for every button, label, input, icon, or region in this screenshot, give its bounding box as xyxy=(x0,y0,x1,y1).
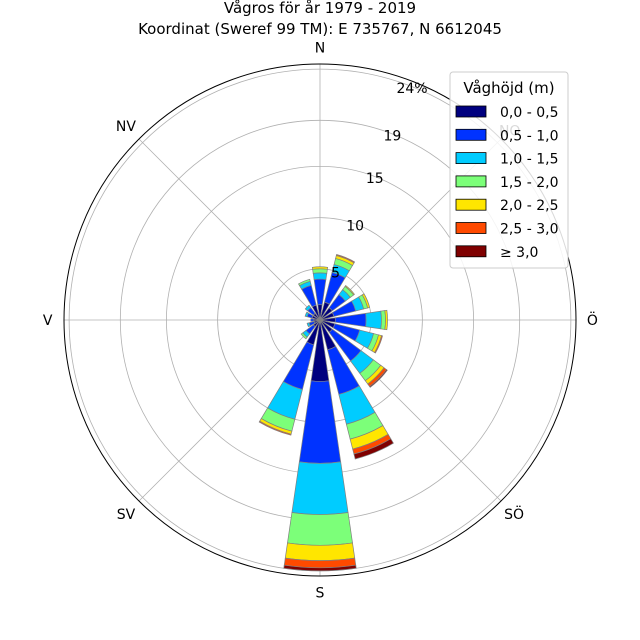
grid-spoke xyxy=(138,319,321,502)
sector-bar-90-bin-4 xyxy=(384,309,388,331)
sector-bar-0-bin-4 xyxy=(311,266,329,270)
legend: Våghöjd (m) 0,0 - 0,5 0,5 - 1,0 1,0 - 1,5 1… xyxy=(449,71,569,269)
sector-bar-247.5-bin-2 xyxy=(306,322,311,328)
sector-bar-112.5-bin-5 xyxy=(374,335,383,354)
sector-bar-180-bin-6 xyxy=(283,564,357,572)
direction-label-V: V xyxy=(43,313,53,329)
sector-292.5 xyxy=(304,311,321,321)
sector-45 xyxy=(319,285,355,321)
sector-bar-67.5-bin-4 xyxy=(361,293,371,309)
sector-bar-180-bin-4 xyxy=(284,542,356,561)
chart-title: Vågros för år 1979 - 2019 xyxy=(224,0,416,17)
polar-frame xyxy=(63,63,577,577)
legend-items: 0,0 - 0,5 0,5 - 1,0 1,0 - 1,5 1,5 - 2,0 2,0 … xyxy=(455,105,558,261)
sector-bar-157.5-bin-6 xyxy=(353,438,394,460)
sector-bar-225-bin-3 xyxy=(300,332,308,340)
sector-bar-90-bin-2 xyxy=(365,310,382,330)
radial-label: 19 xyxy=(384,129,402,145)
direction-label-Ö: Ö xyxy=(587,311,598,329)
direction-label-NV: NV xyxy=(116,119,136,135)
direction-label-SÖ: SÖ xyxy=(504,505,524,523)
sector-bar-0-bin-1 xyxy=(313,278,327,306)
sector-337.5 xyxy=(298,278,321,321)
legend-swatch xyxy=(455,245,487,258)
legend-label: ≥ 3,0 xyxy=(500,245,538,261)
direction-label-N: N xyxy=(315,41,325,57)
legend-title: Våghöjd (m) xyxy=(463,79,554,97)
sector-bar-337.5-bin-3 xyxy=(298,278,311,287)
sector-90 xyxy=(319,309,388,331)
legend-swatch xyxy=(455,222,487,234)
legend-swatch xyxy=(455,152,487,165)
legend-label: 1,5 - 2,0 xyxy=(500,175,558,191)
sector-bar-180-bin-0 xyxy=(310,319,330,382)
sector-bar-90-bin-3 xyxy=(380,310,386,330)
legend-swatch xyxy=(455,128,487,141)
legend-swatch xyxy=(455,105,487,118)
sector-67.5 xyxy=(319,293,371,321)
legend-label: 2,0 - 2,5 xyxy=(500,198,558,214)
sector-247.5 xyxy=(306,319,321,328)
sector-bar-0-bin-3 xyxy=(312,268,328,274)
sector-bar-180-bin-2 xyxy=(291,461,349,515)
sector-bar-202.5-bin-5 xyxy=(258,420,292,436)
rose-sectors xyxy=(258,254,394,572)
legend-swatch xyxy=(455,198,487,211)
sector-225 xyxy=(300,319,321,340)
sector-315 xyxy=(304,304,321,321)
sector-bar-315-bin-2 xyxy=(304,304,312,312)
legend-label: 1,0 - 1,5 xyxy=(500,152,558,168)
sector-bar-202.5-bin-1 xyxy=(282,341,315,390)
sector-270 xyxy=(310,318,321,322)
radial-label: 24% xyxy=(396,81,427,97)
sector-bar-0-bin-2 xyxy=(312,272,328,280)
legend-label: 2,5 - 3,0 xyxy=(500,222,558,238)
sector-bar-180-bin-3 xyxy=(287,512,353,546)
sector-180 xyxy=(283,319,357,572)
sector-22.5 xyxy=(319,254,356,321)
legend-frame xyxy=(449,71,569,269)
direction-label-S: S xyxy=(316,585,325,601)
sector-135 xyxy=(319,319,388,388)
sector-bar-180-bin-1 xyxy=(298,380,342,464)
direction-label-SV: SV xyxy=(117,507,136,523)
legend-swatch xyxy=(455,175,487,188)
sector-bar-45-bin-4 xyxy=(344,285,355,296)
legend-label: 0,5 - 1,0 xyxy=(500,128,558,144)
sector-157.5 xyxy=(319,319,394,460)
radial-label: 5 xyxy=(331,266,340,282)
sector-0 xyxy=(311,266,329,321)
sector-202.5 xyxy=(258,319,321,436)
sector-bar-22.5-bin-5 xyxy=(335,254,356,264)
sector-bar-270-bin-1 xyxy=(310,318,315,322)
radial-label: 10 xyxy=(346,218,364,234)
sector-bar-292.5-bin-2 xyxy=(304,311,310,318)
radial-labels: 5 10 15 19 24% xyxy=(331,81,427,281)
chart-subtitle: Koordinat (Sweref 99 TM): E 735767, N 66… xyxy=(138,20,502,38)
legend-label: 0,0 - 0,5 xyxy=(500,105,558,121)
sector-bar-135-bin-6 xyxy=(369,369,388,388)
radial-label: 15 xyxy=(366,171,384,187)
grid-spoke xyxy=(138,138,321,321)
sector-112.5 xyxy=(319,319,383,354)
sector-bar-90-bin-1 xyxy=(334,312,367,328)
